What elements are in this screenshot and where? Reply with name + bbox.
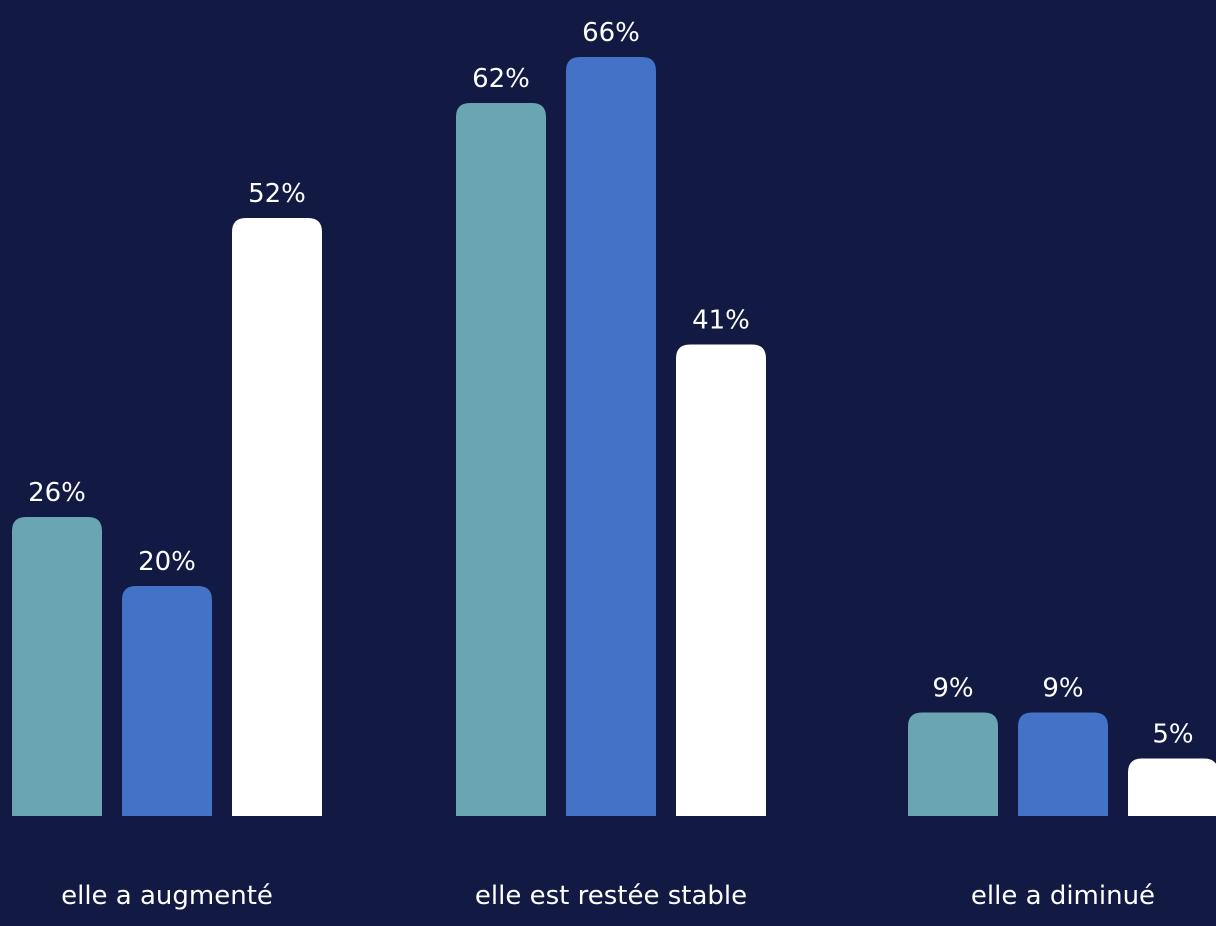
value-label-0-2: 52% xyxy=(248,179,306,209)
bar-2-1 xyxy=(1018,712,1108,816)
bar-2-0 xyxy=(908,712,998,816)
bar-2-2 xyxy=(1128,758,1216,816)
value-labels-layer: 26% 20% 52% 62% 66% 41% 9% 9% 5% xyxy=(28,18,1194,750)
category-label-2: elle a diminué xyxy=(971,881,1155,911)
value-label-1-1: 66% xyxy=(582,18,640,48)
value-label-0-1: 20% xyxy=(138,547,196,577)
value-label-1-2: 41% xyxy=(692,306,750,336)
category-labels-layer: elle a augmenté elle est restée stable ell… xyxy=(61,881,1155,911)
value-label-2-2: 5% xyxy=(1152,720,1193,750)
category-label-0: elle a augmenté xyxy=(61,881,273,911)
bar-0-0 xyxy=(12,517,102,816)
bar-1-1 xyxy=(566,57,656,816)
bar-0-2 xyxy=(232,218,322,816)
bar-1-0 xyxy=(456,103,546,816)
bar-0-1 xyxy=(122,586,212,816)
category-label-1: elle est restée stable xyxy=(475,881,747,911)
value-label-2-1: 9% xyxy=(1042,674,1083,704)
value-label-0-0: 26% xyxy=(28,478,86,508)
bars-layer xyxy=(12,57,1216,816)
value-label-2-0: 9% xyxy=(932,674,973,704)
bar-1-2 xyxy=(676,344,766,816)
value-label-1-0: 62% xyxy=(472,64,530,94)
